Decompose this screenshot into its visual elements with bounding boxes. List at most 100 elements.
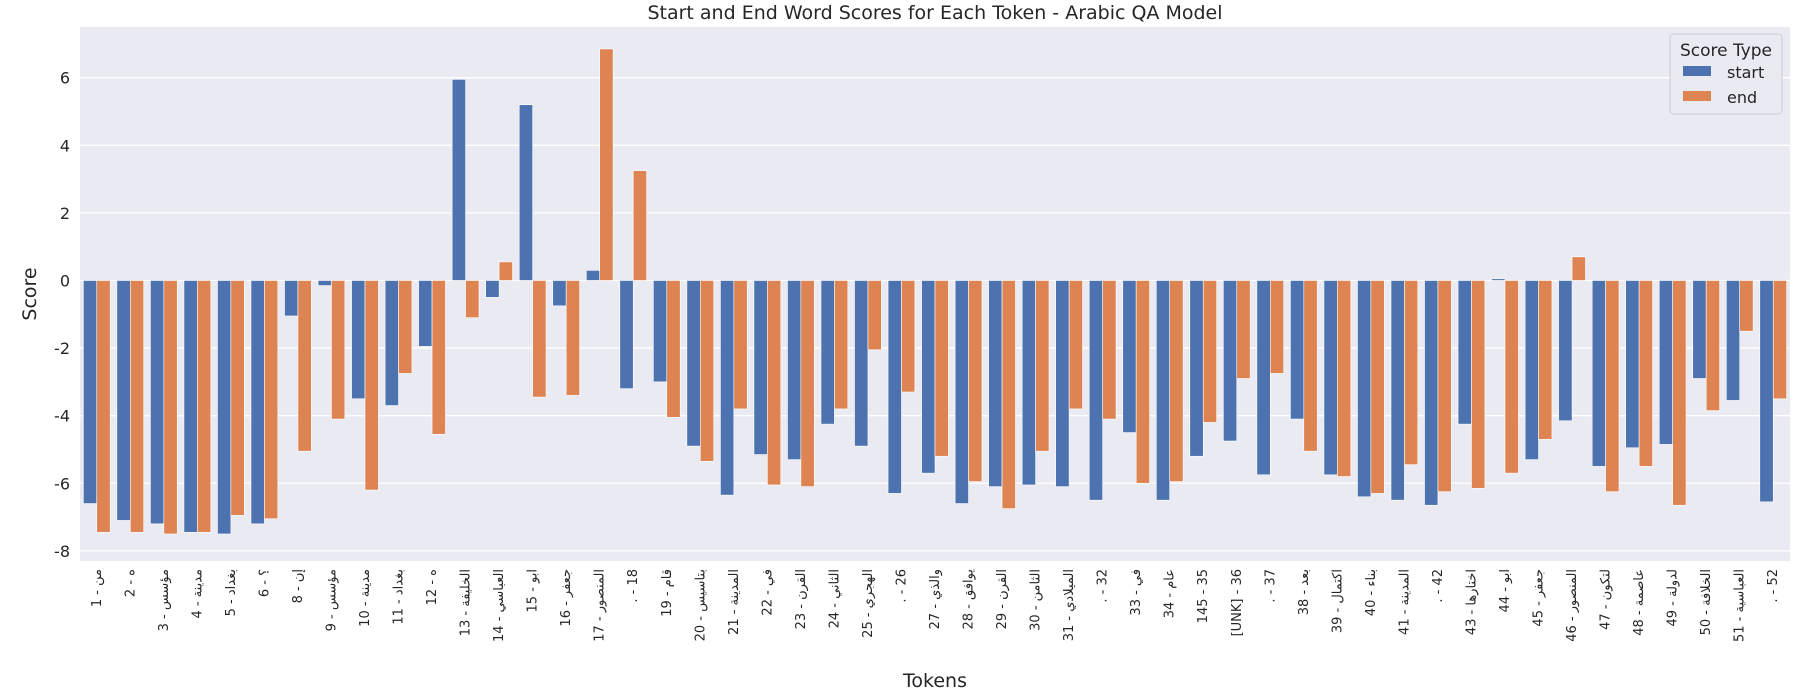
x-tick-label: . - 52	[1766, 569, 1781, 603]
x-tick-label: الهجري - 25	[861, 569, 876, 638]
bar-end-23	[834, 280, 849, 410]
x-tick-label: مؤسس - 9	[324, 569, 339, 631]
x-tick-label: ه - 12	[425, 569, 440, 605]
x-tick-label: . - 18	[626, 569, 641, 603]
bar-start-11	[418, 280, 433, 347]
bar-start-4	[183, 280, 198, 533]
x-tick-label: إن - 8	[291, 569, 306, 603]
bar-start-28	[988, 280, 1003, 487]
bar-end-42	[1471, 280, 1486, 489]
bar-start-15	[552, 280, 567, 307]
legend: Score Type start end	[1669, 33, 1783, 115]
x-tick-label: الثاني - 24	[827, 569, 842, 628]
y-tick-label: -6	[54, 474, 70, 493]
x-tick-label: . - 32	[1096, 569, 1111, 603]
x-tick-label: بعد - 38	[1297, 569, 1312, 615]
bar-start-14	[518, 104, 533, 281]
x-tick-label: والذي - 27	[928, 569, 943, 629]
bar-end-26	[934, 280, 949, 457]
x-tick-label: العباسية - 51	[1733, 569, 1748, 642]
bar-end-3	[163, 280, 178, 535]
bar-start-26	[921, 280, 936, 474]
x-tick-label: المنصور - 46	[1565, 569, 1580, 642]
bar-end-18	[666, 280, 681, 418]
x-tick-label: الثامن - 30	[1029, 569, 1044, 631]
y-tick-label: -4	[54, 407, 70, 426]
x-tick-label: ابو - 15	[526, 569, 541, 612]
bar-start-44	[1524, 280, 1539, 460]
bar-start-16	[585, 270, 601, 281]
bar-end-7	[297, 280, 312, 452]
bar-start-21	[753, 280, 768, 455]
bar-end-17	[632, 170, 647, 281]
x-tick-label: جعفر - 16	[559, 569, 574, 627]
x-tick-label: لدولة - 49	[1666, 569, 1681, 627]
bar-end-12	[465, 280, 480, 318]
chart-title: Start and End Word Scores for Each Token…	[647, 2, 1222, 24]
x-tick-label: ه - 2	[123, 569, 138, 597]
bar-end-6	[264, 280, 279, 520]
bar-end-37	[1303, 280, 1318, 452]
legend-swatch-end	[1683, 91, 1711, 101]
x-tick-label: ؟ - 6	[257, 569, 272, 597]
bar-start-29	[1021, 280, 1036, 486]
x-tick-label: اكتمال - 39	[1330, 569, 1345, 633]
bar-start-18	[653, 280, 668, 383]
bar-start-25	[887, 280, 902, 494]
x-tick-label: مدينة - 10	[358, 569, 373, 627]
x-tick-label: القرن - 23	[794, 569, 809, 629]
y-tick-label: 0	[60, 271, 70, 290]
bar-end-14	[532, 280, 547, 398]
x-tick-label: قام - 19	[660, 569, 675, 617]
bar-end-48	[1672, 280, 1687, 506]
bar-start-33	[1155, 280, 1171, 501]
bar-start-19	[686, 280, 701, 447]
x-tick-label: 145 - 35	[1196, 569, 1211, 623]
bar-start-35	[1223, 280, 1238, 442]
y-tick-label: 4	[60, 136, 70, 155]
legend-title: Score Type	[1680, 41, 1772, 61]
bar-start-51	[1759, 280, 1774, 503]
bar-start-23	[820, 280, 835, 425]
bar-start-27	[954, 280, 969, 504]
bar-start-48	[1658, 280, 1673, 445]
bar-end-9	[364, 280, 379, 491]
x-tick-label: عام - 34	[1163, 569, 1178, 618]
x-tick-label: عاصمة - 48	[1632, 569, 1647, 636]
x-tick-label: الميلادي - 31	[1062, 569, 1077, 641]
bar-end-21	[767, 280, 782, 486]
x-tick-labels: من - 1 ه - 2 مؤسس - 3 مدينة - 4 بغداد - 5 ؟ -…	[90, 569, 1781, 642]
bar-end-51	[1772, 280, 1787, 400]
bar-end-10	[398, 280, 413, 374]
bar-start-5	[217, 280, 232, 535]
x-tick-label: في - 22	[760, 569, 775, 616]
bar-end-22	[800, 280, 815, 487]
y-tick-label: 2	[60, 204, 70, 223]
x-tick-label: لتكون - 47	[1599, 569, 1614, 630]
bar-end-32	[1135, 280, 1150, 484]
x-tick-label: جعفر - 45	[1532, 569, 1547, 627]
bar-end-11	[431, 280, 446, 435]
y-axis-label: Score	[19, 267, 41, 320]
bar-end-8	[331, 280, 346, 420]
bar-start-31	[1088, 280, 1103, 501]
x-tick-label: المدينة - 41	[1397, 569, 1412, 635]
x-tick-label: مدينة - 4	[190, 569, 205, 619]
bar-start-6	[250, 280, 265, 525]
bar-end-45	[1571, 256, 1586, 281]
x-tick-label: القرن - 29	[995, 569, 1010, 629]
x-tick-label: مؤسس - 3	[157, 569, 172, 631]
bar-end-1	[96, 280, 111, 533]
x-tick-label: الخليفة - 13	[459, 569, 474, 636]
bar-start-2	[116, 280, 131, 521]
bar-start-37	[1290, 280, 1305, 420]
bar-start-7	[284, 280, 299, 317]
bar-end-39	[1370, 280, 1385, 494]
x-tick-label: ابو - 44	[1498, 569, 1513, 612]
x-tick-label: من - 1	[90, 569, 105, 607]
bar-start-49	[1692, 280, 1707, 379]
bar-end-44	[1538, 280, 1553, 440]
bar-start-39	[1357, 280, 1372, 498]
bar-end-20	[733, 280, 748, 410]
